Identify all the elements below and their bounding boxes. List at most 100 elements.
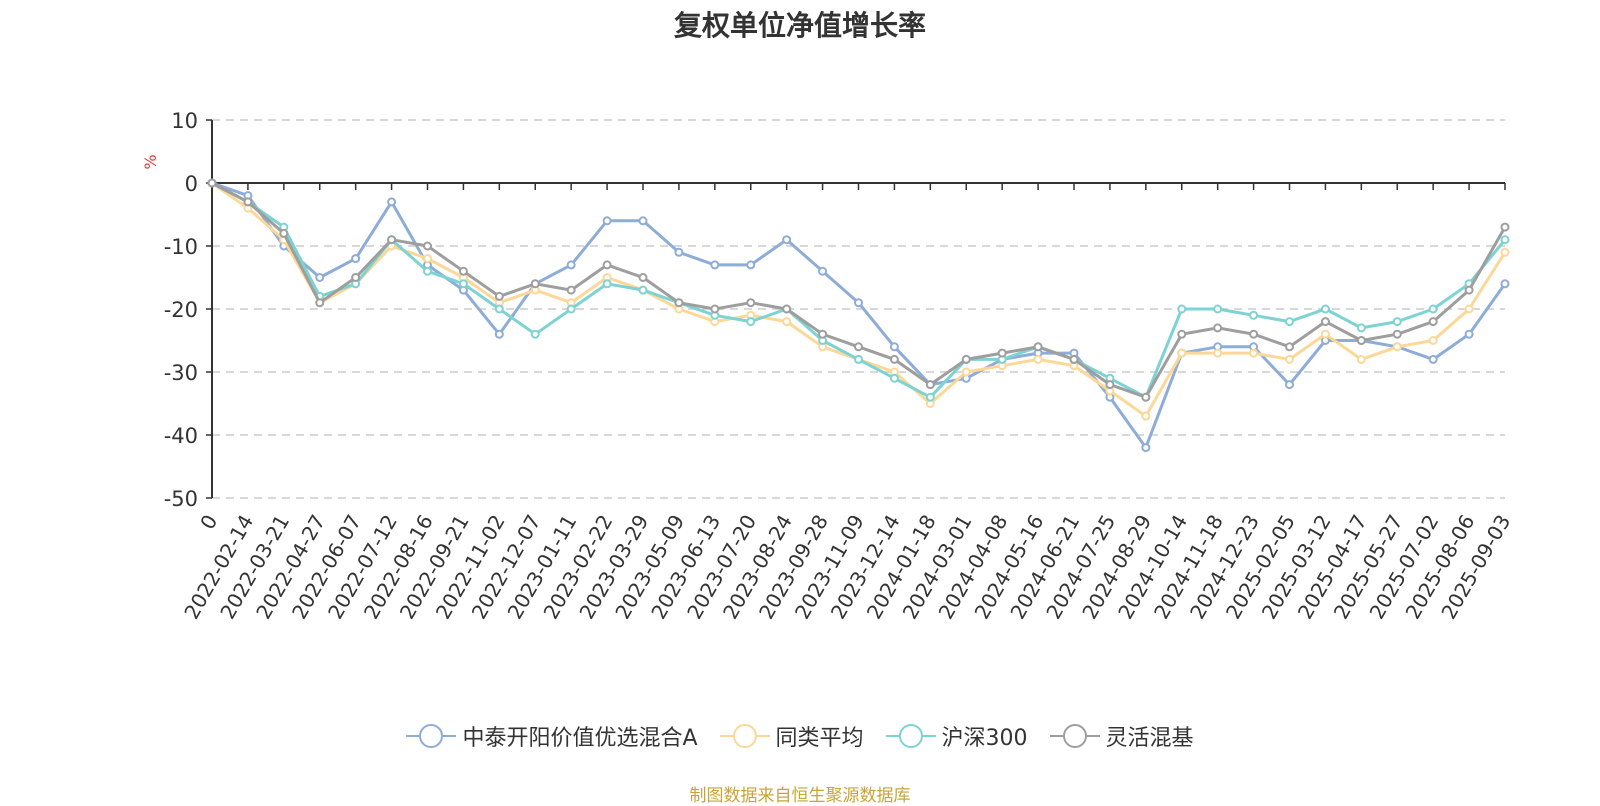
series-point-2: [925, 392, 935, 402]
series-point-2: [1356, 323, 1366, 333]
series-point-0: [1428, 354, 1438, 364]
series-point-1: [1177, 348, 1187, 358]
legend-item-fund[interactable]: 中泰开阳价值优选混合A: [406, 720, 698, 752]
series-point-2: [638, 285, 648, 295]
series-point-1: [1320, 329, 1330, 339]
y-axis-label: %: [141, 154, 160, 169]
series-point-2: [1285, 317, 1294, 327]
series-point-3: [1464, 285, 1474, 295]
series-point-2: [566, 304, 576, 314]
series-point-2: [854, 354, 863, 364]
series-point-3: [997, 348, 1007, 358]
y-tick-label: -50: [164, 487, 198, 511]
series-point-3: [854, 342, 863, 352]
series-point-3: [1141, 392, 1151, 402]
series-point-1: [1500, 247, 1510, 257]
series-point-2: [1500, 235, 1510, 245]
series-point-3: [243, 197, 253, 207]
series-point-3: [925, 380, 935, 390]
series-point-2: [889, 373, 899, 383]
series-point-1: [1141, 411, 1151, 421]
series-point-2: [530, 329, 540, 339]
series-point-3: [1356, 336, 1366, 345]
series-point-3: [1392, 329, 1402, 339]
series-point-3: [351, 273, 361, 282]
series-point-0: [351, 254, 361, 264]
series-point-0: [602, 216, 612, 226]
legend[interactable]: 中泰开阳价值优选混合A 同类平均 沪深300 灵活混基: [0, 720, 1600, 752]
legend-symbol-flexible-mixed: [1049, 723, 1100, 749]
series-point-2: [1249, 310, 1259, 320]
y-tick-label: -10: [164, 235, 198, 259]
legend-label-csi300: 沪深300: [941, 726, 1028, 751]
legend-label-fund: 中泰开阳价值优选混合A: [462, 726, 698, 751]
series-point-3: [710, 304, 720, 314]
series-point-0: [387, 197, 397, 207]
legend-item-csi300[interactable]: 沪深300: [885, 720, 1028, 752]
y-tick-label: -30: [164, 361, 198, 385]
series-point-3: [1249, 329, 1259, 339]
series-point-3: [1069, 354, 1079, 364]
series-point-2: [423, 266, 432, 276]
y-tick-label: -20: [164, 298, 198, 322]
series-point-3: [1213, 323, 1223, 333]
legend-symbol-fund: [406, 723, 457, 749]
series-point-3: [1033, 342, 1043, 352]
series-point-3: [602, 260, 612, 270]
series-point-3: [674, 298, 684, 308]
series-line-3: [211, 181, 1507, 399]
legend-item-flexible-mixed[interactable]: 灵活混基: [1049, 720, 1194, 752]
series-point-2: [494, 304, 504, 314]
series-line-2: [211, 181, 1507, 399]
series-point-3: [746, 298, 756, 308]
series-point-3: [818, 329, 828, 339]
series-point-0: [1500, 279, 1510, 289]
series-point-3: [1320, 317, 1330, 327]
series-point-1: [1428, 336, 1438, 345]
series-point-1: [782, 317, 792, 327]
y-tick-label: 10: [171, 109, 198, 133]
series-point-0: [818, 266, 828, 276]
legend-item-peer-average[interactable]: 同类平均: [719, 720, 864, 752]
series-point-1: [1464, 304, 1474, 314]
line-chart: 100-10-20-30-40-50%02022-02-142022-03-21…: [141, 109, 1515, 623]
series-point-2: [458, 279, 468, 289]
series-point-2: [1392, 317, 1402, 327]
series-point-0: [1285, 380, 1294, 390]
series-point-3: [1428, 317, 1438, 327]
series-point-0: [566, 260, 576, 270]
series-point-3: [315, 298, 325, 308]
series-point-0: [674, 247, 684, 257]
series-point-3: [1177, 329, 1187, 339]
series-point-0: [315, 273, 325, 282]
series-point-0: [854, 298, 863, 308]
series-point-3: [207, 178, 217, 188]
series-point-1: [1213, 348, 1223, 358]
series-point-2: [1213, 304, 1223, 314]
series-point-0: [1141, 443, 1151, 453]
series-point-3: [1105, 380, 1115, 390]
series-point-3: [961, 354, 971, 364]
series-point-0: [889, 342, 899, 352]
legend-symbol-peer-average: [719, 723, 770, 749]
series-point-0: [1464, 329, 1474, 339]
y-tick-label: 0: [185, 172, 198, 196]
series-point-0: [494, 329, 504, 339]
y-tick-label: -40: [164, 424, 198, 448]
series-point-2: [602, 279, 612, 289]
series-point-3: [279, 228, 289, 238]
series-point-2: [746, 317, 756, 327]
series-point-0: [746, 260, 756, 270]
series-point-0: [710, 260, 720, 270]
series-point-0: [638, 216, 648, 226]
series-point-3: [423, 241, 432, 251]
series-point-3: [494, 291, 504, 301]
legend-symbol-csi300: [885, 723, 936, 749]
x-tick-label: 0: [195, 511, 222, 534]
series-point-1: [423, 254, 432, 264]
series-point-1: [1033, 354, 1043, 364]
series-point-2: [1320, 304, 1330, 314]
series-point-3: [889, 354, 899, 364]
series-point-2: [1177, 304, 1187, 314]
series-point-1: [1249, 348, 1259, 358]
